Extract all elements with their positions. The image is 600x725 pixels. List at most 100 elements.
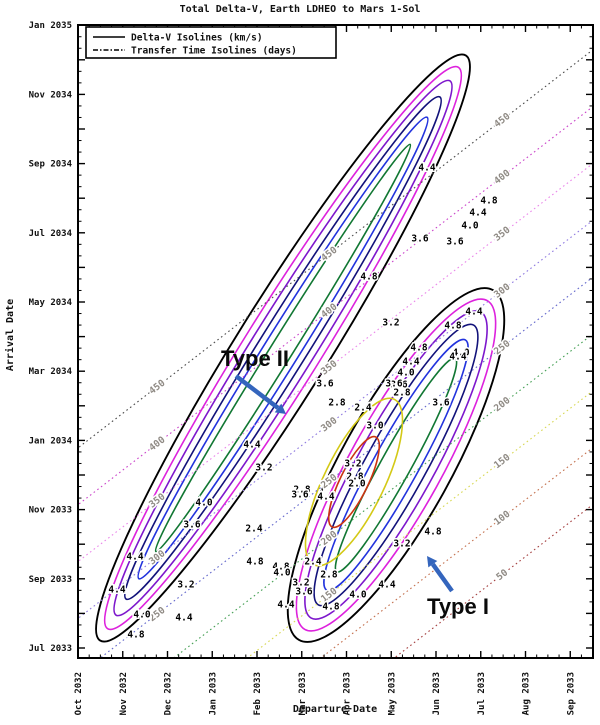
x-axis-title: Departure Date [293, 704, 377, 715]
contour-label: 3.2 [382, 318, 399, 329]
transfer-time-label-450: 450 [147, 377, 168, 396]
x-tick-label: Jan 2033 [208, 672, 218, 715]
contour-label: 3.2 [255, 463, 272, 474]
y-tick-label: Nov 2034 [29, 90, 73, 100]
contour-label: 4.0 [133, 610, 150, 621]
contour-label: 4.0 [452, 348, 469, 359]
delta-v-contour-4.0 [113, 79, 453, 617]
contour-label: 4.0 [349, 590, 366, 601]
delta-v-contour-4.4 [295, 298, 497, 632]
transfer-time-label-450: 450 [319, 244, 340, 263]
contour-label: 2.0 [348, 479, 365, 490]
contour-label: 2.8 [320, 570, 337, 581]
contour-label: 4.4 [402, 357, 419, 368]
contour-label: 4.8 [246, 557, 263, 568]
annotation-arrow [430, 562, 454, 593]
contour-label: 3.6 [316, 379, 333, 390]
x-tick-label: May 2033 [387, 672, 397, 715]
contour-labels: 4.44.84.44.03.63.64.83.24.44.84.04.44.84… [107, 161, 499, 642]
transfer-time-isoline-150 [246, 390, 593, 658]
y-axis-title: Arrival Date [4, 299, 16, 371]
x-tick-label: Jul 2033 [477, 672, 487, 715]
y-tick-label: Sep 2033 [29, 575, 72, 585]
contour-label: 3.6 [411, 234, 428, 245]
x-tick-label: Feb 2033 [253, 672, 263, 715]
plot-border [77, 24, 594, 659]
contour-label: 4.4 [465, 307, 482, 318]
contour-label: 4.8 [272, 562, 289, 573]
contour-label: 4.4 [449, 352, 466, 363]
annotation-arrow [234, 374, 280, 410]
contour-label: 4.4 [108, 585, 125, 596]
x-tick-label: Dec 2032 [164, 672, 174, 715]
contour-label: 2.4 [245, 524, 262, 535]
contour-label: 3.6 [183, 520, 200, 531]
transfer-time-label-350: 350 [492, 224, 513, 243]
contour-label: 4.0 [195, 498, 212, 509]
y-tick-label: Jul 2033 [29, 644, 72, 654]
delta-v-contour-layer [95, 53, 506, 643]
contour-label: 4.4 [243, 440, 260, 451]
contour-label: 4.0 [273, 568, 290, 579]
delta-v-contour-2.8 [154, 143, 412, 553]
contour-label: 4.4 [378, 580, 395, 591]
y-tick-label: Jul 2034 [29, 229, 73, 239]
delta-v-contour-4.4 [103, 65, 463, 631]
legend-entry-deltav: Delta-V Isolines (km/s) [131, 33, 263, 44]
contour-label: 3.6 [432, 398, 449, 409]
delta-v-contour-3.6 [313, 323, 479, 607]
contour-label: 4.8 [444, 321, 461, 332]
delta-v-contour-2.0 [327, 435, 381, 529]
legend: Delta-V Isolines (km/s) Transfer Time Is… [85, 26, 337, 59]
contour-label: 2.4 [304, 557, 321, 568]
contour-label: 4.4 [418, 163, 435, 174]
annotation-arrowhead [274, 403, 286, 414]
contour-label: 3.2 [344, 459, 361, 470]
annotation-label-type-ii: Type II [221, 346, 289, 371]
transfer-time-label-100: 100 [492, 509, 513, 528]
contour-label: 4.8 [322, 602, 339, 613]
contour-label: 4.0 [397, 368, 414, 379]
transfer-time-label-200: 200 [492, 395, 513, 414]
contour-label: 4.4 [277, 600, 294, 611]
y-tick-label: Jan 2034 [29, 436, 73, 446]
contour-label: 4.8 [410, 343, 427, 354]
contour-label: 3.6 [446, 237, 463, 248]
contour-label: 4.8 [480, 196, 497, 207]
contour-label: 3.6 [291, 490, 308, 501]
delta-v-contour-2.8 [334, 357, 458, 573]
transfer-time-label-300: 300 [147, 548, 168, 567]
x-tick-label: Sep 2033 [566, 672, 576, 715]
contour-label: 2.8 [346, 472, 363, 483]
contour-label: 3.6 [295, 587, 312, 598]
contour-label: 2.8 [393, 388, 410, 399]
transfer-time-label-250: 250 [492, 338, 513, 357]
legend-entry-transfertime: Transfer Time Isolines (days) [131, 46, 297, 57]
y-tick-label: Jan 2035 [29, 21, 72, 31]
x-tick-label: Nov 2032 [119, 672, 129, 715]
contour-label: 4.0 [461, 221, 478, 232]
transfer-time-label-400: 400 [492, 168, 513, 187]
y-tick-label: Sep 2034 [29, 160, 73, 170]
delta-v-contour-3.2 [323, 338, 469, 592]
chart-title: Total Delta-V, Earth LDHEO to Mars 1-Sol [180, 4, 421, 15]
legend-box [85, 26, 337, 59]
contour-label: 4.4 [317, 492, 334, 503]
contour-label: 3.6 [390, 380, 407, 391]
contour-label: 4.4 [175, 613, 192, 624]
delta-v-contour-4.0 [304, 310, 488, 620]
annotation-label-type-i: Type I [427, 594, 489, 619]
y-tick-label: Mar 2034 [29, 367, 73, 377]
contour-label: 2.8 [293, 485, 310, 496]
x-tick-label: Jun 2033 [432, 672, 442, 715]
delta-v-contour-3.6 [124, 95, 442, 601]
annotations: Type II Type I [221, 346, 489, 619]
contour-label: 3.2 [393, 539, 410, 550]
y-tick-label: May 2034 [29, 298, 73, 308]
annotation-arrowhead [427, 556, 438, 568]
transfer-time-label-300: 300 [492, 281, 513, 300]
y-tick-label: Nov 2033 [29, 506, 72, 516]
contour-label: 3.2 [292, 578, 309, 589]
